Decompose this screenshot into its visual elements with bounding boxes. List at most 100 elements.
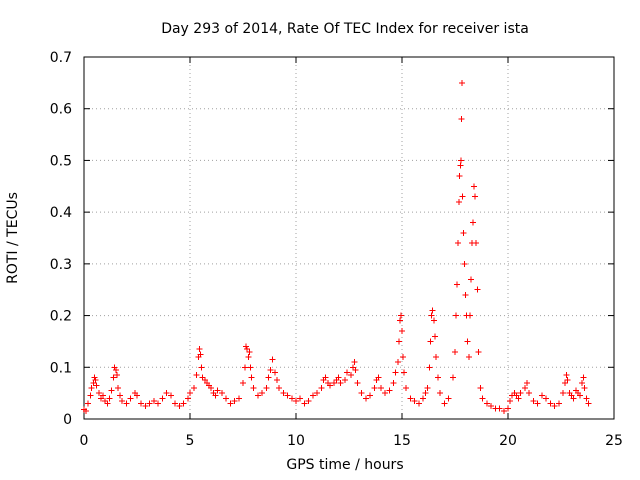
plot-frame (83, 56, 615, 420)
data-point (397, 312, 404, 319)
data-point (146, 400, 153, 407)
data-point (117, 392, 124, 399)
data-point (301, 400, 308, 407)
data-point (227, 400, 234, 407)
data-point (488, 403, 495, 410)
data-point (367, 392, 374, 399)
data-point (403, 384, 410, 391)
data-point (479, 395, 486, 402)
data-point (276, 384, 283, 391)
data-point (460, 229, 467, 236)
data-point (407, 395, 414, 402)
data-point (322, 374, 329, 381)
data-point (457, 157, 464, 164)
data-point (85, 400, 92, 407)
data-point (243, 343, 250, 350)
y-tick-label: 0.6 (50, 102, 72, 118)
data-point (354, 379, 361, 386)
data-point (521, 384, 528, 391)
data-point (348, 372, 355, 379)
data-point (223, 395, 230, 402)
data-point (581, 384, 588, 391)
data-point (326, 382, 333, 389)
data-point (496, 405, 503, 412)
data-point (580, 374, 587, 381)
data-point (231, 397, 238, 404)
data-point (449, 374, 456, 381)
data-point (113, 372, 120, 379)
data-point (432, 353, 439, 360)
data-point (461, 260, 468, 267)
grid (84, 57, 614, 419)
data-point (445, 395, 452, 402)
data-point (337, 379, 344, 386)
data-point (88, 384, 95, 391)
data-point (288, 395, 295, 402)
data-point (515, 395, 522, 402)
data-point (390, 379, 397, 386)
data-point (155, 400, 162, 407)
data-point (159, 395, 166, 402)
data-point (246, 348, 253, 355)
data-point (352, 366, 359, 373)
data-point (526, 390, 533, 397)
data-point (245, 353, 252, 360)
data-point (123, 400, 130, 407)
data-point (247, 364, 254, 371)
y-tick-label: 0.4 (50, 205, 72, 221)
data-point (579, 379, 586, 386)
data-point (297, 395, 304, 402)
data-point (395, 338, 402, 345)
data-point (196, 346, 203, 353)
data-point (477, 384, 484, 391)
data-point (254, 392, 261, 399)
data-point (524, 379, 531, 386)
data-point (362, 395, 369, 402)
data-point (193, 372, 200, 379)
data-point (457, 162, 464, 169)
data-point (198, 364, 205, 371)
data-point (467, 276, 474, 283)
data-point (242, 364, 249, 371)
y-tick-label: 0.7 (50, 50, 72, 66)
data-point (87, 392, 94, 399)
data-point (470, 219, 477, 226)
data-point (95, 390, 102, 397)
data-point (184, 395, 191, 402)
data-point (585, 400, 592, 407)
data-point (577, 392, 584, 399)
data-point (456, 172, 463, 179)
data-point (555, 400, 562, 407)
data-point (465, 353, 472, 360)
data-point (466, 312, 473, 319)
data-point (427, 338, 434, 345)
data-point (208, 384, 215, 391)
data-point (269, 356, 276, 363)
data-point (420, 395, 427, 402)
data-point (424, 384, 431, 391)
data-point (318, 384, 325, 391)
data-point (455, 240, 462, 247)
data-point (284, 392, 291, 399)
data-point (458, 79, 465, 86)
y-tick-label: 0.3 (50, 257, 72, 273)
data-point (534, 400, 541, 407)
data-point (426, 364, 433, 371)
data-point (583, 395, 590, 402)
data-point (464, 338, 471, 345)
data-point (483, 400, 490, 407)
data-point (563, 372, 570, 379)
data-point (114, 384, 121, 391)
data-point (214, 387, 221, 394)
data-point (108, 387, 115, 394)
data-point (218, 390, 225, 397)
data-point (163, 390, 170, 397)
data-point (474, 286, 481, 293)
data-point (93, 382, 100, 389)
data-point (267, 366, 274, 373)
data-point (399, 328, 405, 335)
data-point (83, 408, 90, 415)
data-point (265, 374, 272, 381)
y-tick-label: 0.1 (50, 360, 72, 376)
data-point (431, 333, 438, 340)
